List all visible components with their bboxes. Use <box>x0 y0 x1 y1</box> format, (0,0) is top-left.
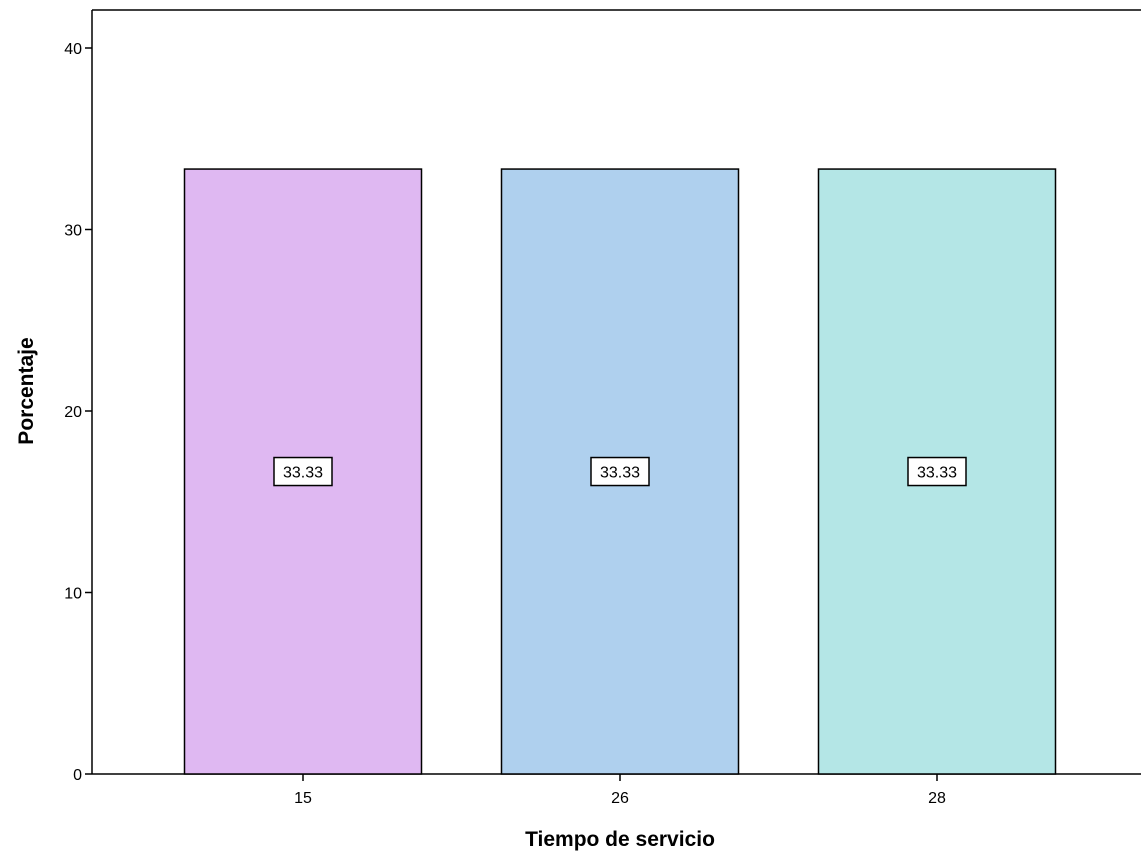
y-axis-title: Porcentaje <box>15 337 38 444</box>
y-tick-label: 10 <box>64 586 82 603</box>
x-axis: 15 26 28 <box>92 773 1141 807</box>
data-label-box <box>273 456 333 487</box>
x-tick-label: 15 <box>294 790 312 807</box>
data-label: 33.33 <box>600 465 640 482</box>
data-label-box <box>590 456 650 487</box>
data-label: 33.33 <box>917 465 957 482</box>
y-tick-label: 40 <box>64 41 82 58</box>
x-tick-label: 28 <box>928 790 946 807</box>
y-tick-label: 30 <box>64 223 82 240</box>
y-axis: 0 10 20 30 40 <box>64 10 93 784</box>
data-label: 33.33 <box>283 465 323 482</box>
data-labels: 33.33 33.33 33.33 <box>273 456 967 487</box>
x-tick-label: 26 <box>611 790 629 807</box>
data-label-box <box>907 456 967 487</box>
y-tick-label: 0 <box>73 767 82 784</box>
x-axis-title: Tiempo de servicio <box>525 828 715 851</box>
y-tick-label: 20 <box>64 404 82 421</box>
